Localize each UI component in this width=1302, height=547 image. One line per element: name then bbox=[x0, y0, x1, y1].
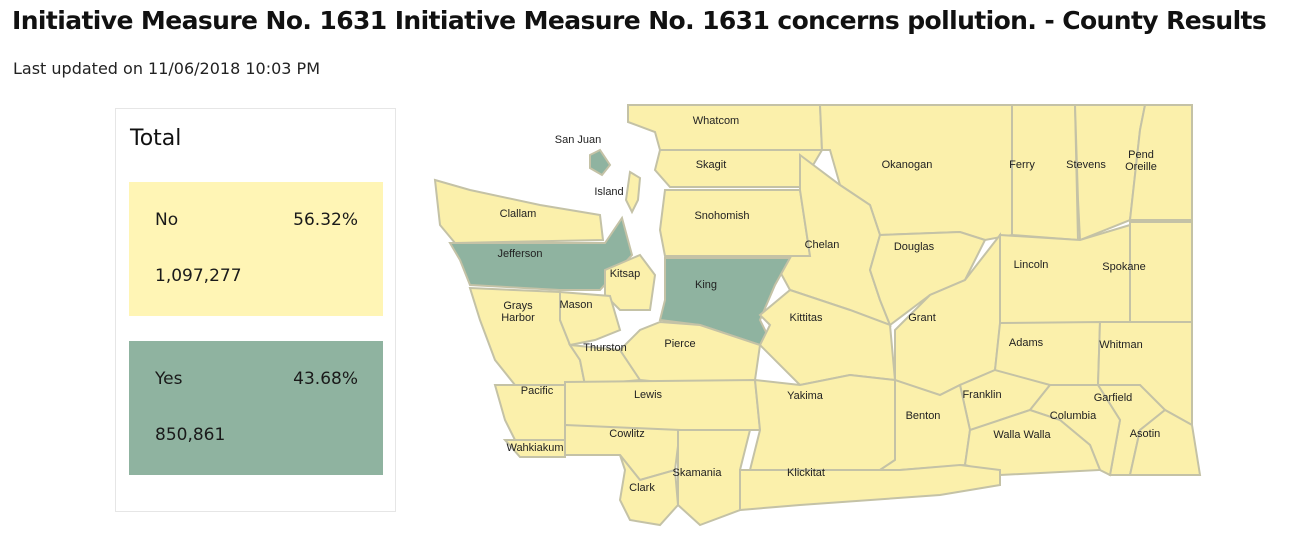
county-label-douglas: Douglas bbox=[894, 241, 935, 253]
county-label-spokane: Spokane bbox=[1102, 261, 1145, 273]
county-snohomish[interactable] bbox=[658, 189, 812, 257]
county-label-okanogan: Okanogan bbox=[882, 159, 933, 171]
result-yes: Yes 43.68% 850,861 bbox=[129, 341, 383, 475]
county-clark[interactable] bbox=[618, 454, 680, 527]
county-jefferson[interactable] bbox=[448, 215, 634, 291]
result-votes: 1,097,277 bbox=[155, 266, 242, 286]
county-lewis[interactable] bbox=[564, 378, 762, 431]
county-asotin[interactable] bbox=[1128, 408, 1202, 476]
county-label-lewis: Lewis bbox=[634, 389, 663, 401]
county-clallam[interactable] bbox=[433, 178, 605, 245]
county-label-klickitat: Klickitat bbox=[787, 467, 825, 479]
county-wahkiakum[interactable] bbox=[502, 439, 566, 458]
county-label-lincoln: Lincoln bbox=[1014, 259, 1049, 271]
county-label-asotin: Asotin bbox=[1130, 428, 1161, 440]
county-whatcom[interactable] bbox=[627, 104, 824, 151]
result-no: No 56.32% 1,097,277 bbox=[129, 182, 383, 316]
county-label-columbia: Columbia bbox=[1050, 410, 1097, 422]
page-title: Initiative Measure No. 1631 Initiative M… bbox=[12, 6, 1267, 35]
county-label-whatcom: Whatcom bbox=[693, 115, 739, 127]
county-label-grays-harbor: Grays Harbor bbox=[501, 300, 535, 324]
county-label-benton: Benton bbox=[906, 410, 941, 422]
county-pend-oreille[interactable] bbox=[1128, 104, 1193, 221]
county-ferry[interactable] bbox=[1011, 104, 1080, 242]
county-klickitat[interactable] bbox=[739, 463, 1001, 512]
county-label-thurston: Thurston bbox=[583, 342, 626, 354]
county-mason[interactable] bbox=[559, 290, 622, 347]
county-label-yakima: Yakima bbox=[787, 390, 824, 402]
county-label-walla-walla: Walla Walla bbox=[993, 429, 1051, 441]
county-skagit[interactable] bbox=[653, 149, 824, 188]
county-label-cowlitz: Cowlitz bbox=[609, 428, 644, 440]
totals-title: Total bbox=[130, 126, 182, 151]
county-label-adams: Adams bbox=[1009, 337, 1044, 349]
county-label-pend-oreille: Pend Oreille bbox=[1125, 149, 1157, 173]
result-label: No bbox=[155, 210, 179, 230]
county-san-juan[interactable] bbox=[589, 148, 612, 177]
last-updated: Last updated on 11/06/2018 10:03 PM bbox=[13, 59, 320, 78]
county-label-kittitas: Kittitas bbox=[789, 312, 823, 324]
result-label: Yes bbox=[155, 369, 183, 389]
county-label-san-juan: San Juan bbox=[555, 134, 601, 146]
county-label-pierce: Pierce bbox=[664, 338, 695, 350]
county-label-clallam: Clallam bbox=[500, 208, 537, 220]
county-label-kitsap: Kitsap bbox=[610, 268, 641, 280]
county-label-franklin: Franklin bbox=[962, 389, 1001, 401]
county-label-chelan: Chelan bbox=[805, 239, 840, 251]
county-label-garfield: Garfield bbox=[1094, 392, 1133, 404]
result-votes: 850,861 bbox=[155, 425, 226, 445]
county-label-wahkiakum: Wahkiakum bbox=[506, 442, 563, 454]
county-label-snohomish: Snohomish bbox=[694, 210, 749, 222]
county-label-grant: Grant bbox=[908, 312, 936, 324]
totals-panel: Total No 56.32% 1,097,277 Yes 43.68% 850… bbox=[115, 108, 396, 512]
county-label-island: Island bbox=[594, 186, 623, 198]
county-yakima[interactable] bbox=[748, 373, 912, 471]
county-label-whitman: Whitman bbox=[1099, 339, 1142, 351]
result-percent: 43.68% bbox=[293, 369, 358, 389]
county-label-jefferson: Jefferson bbox=[497, 248, 542, 260]
county-label-clark: Clark bbox=[629, 482, 655, 494]
result-percent: 56.32% bbox=[293, 210, 358, 230]
county-label-skamania: Skamania bbox=[673, 467, 723, 479]
county-label-king: King bbox=[695, 279, 717, 291]
county-island[interactable] bbox=[624, 170, 642, 215]
county-label-pacific: Pacific bbox=[521, 385, 554, 397]
county-label-stevens: Stevens bbox=[1066, 159, 1106, 171]
county-label-ferry: Ferry bbox=[1009, 159, 1035, 171]
county-label-skagit: Skagit bbox=[696, 159, 727, 171]
county-label-mason: Mason bbox=[559, 299, 592, 311]
county-lincoln[interactable] bbox=[999, 223, 1131, 324]
